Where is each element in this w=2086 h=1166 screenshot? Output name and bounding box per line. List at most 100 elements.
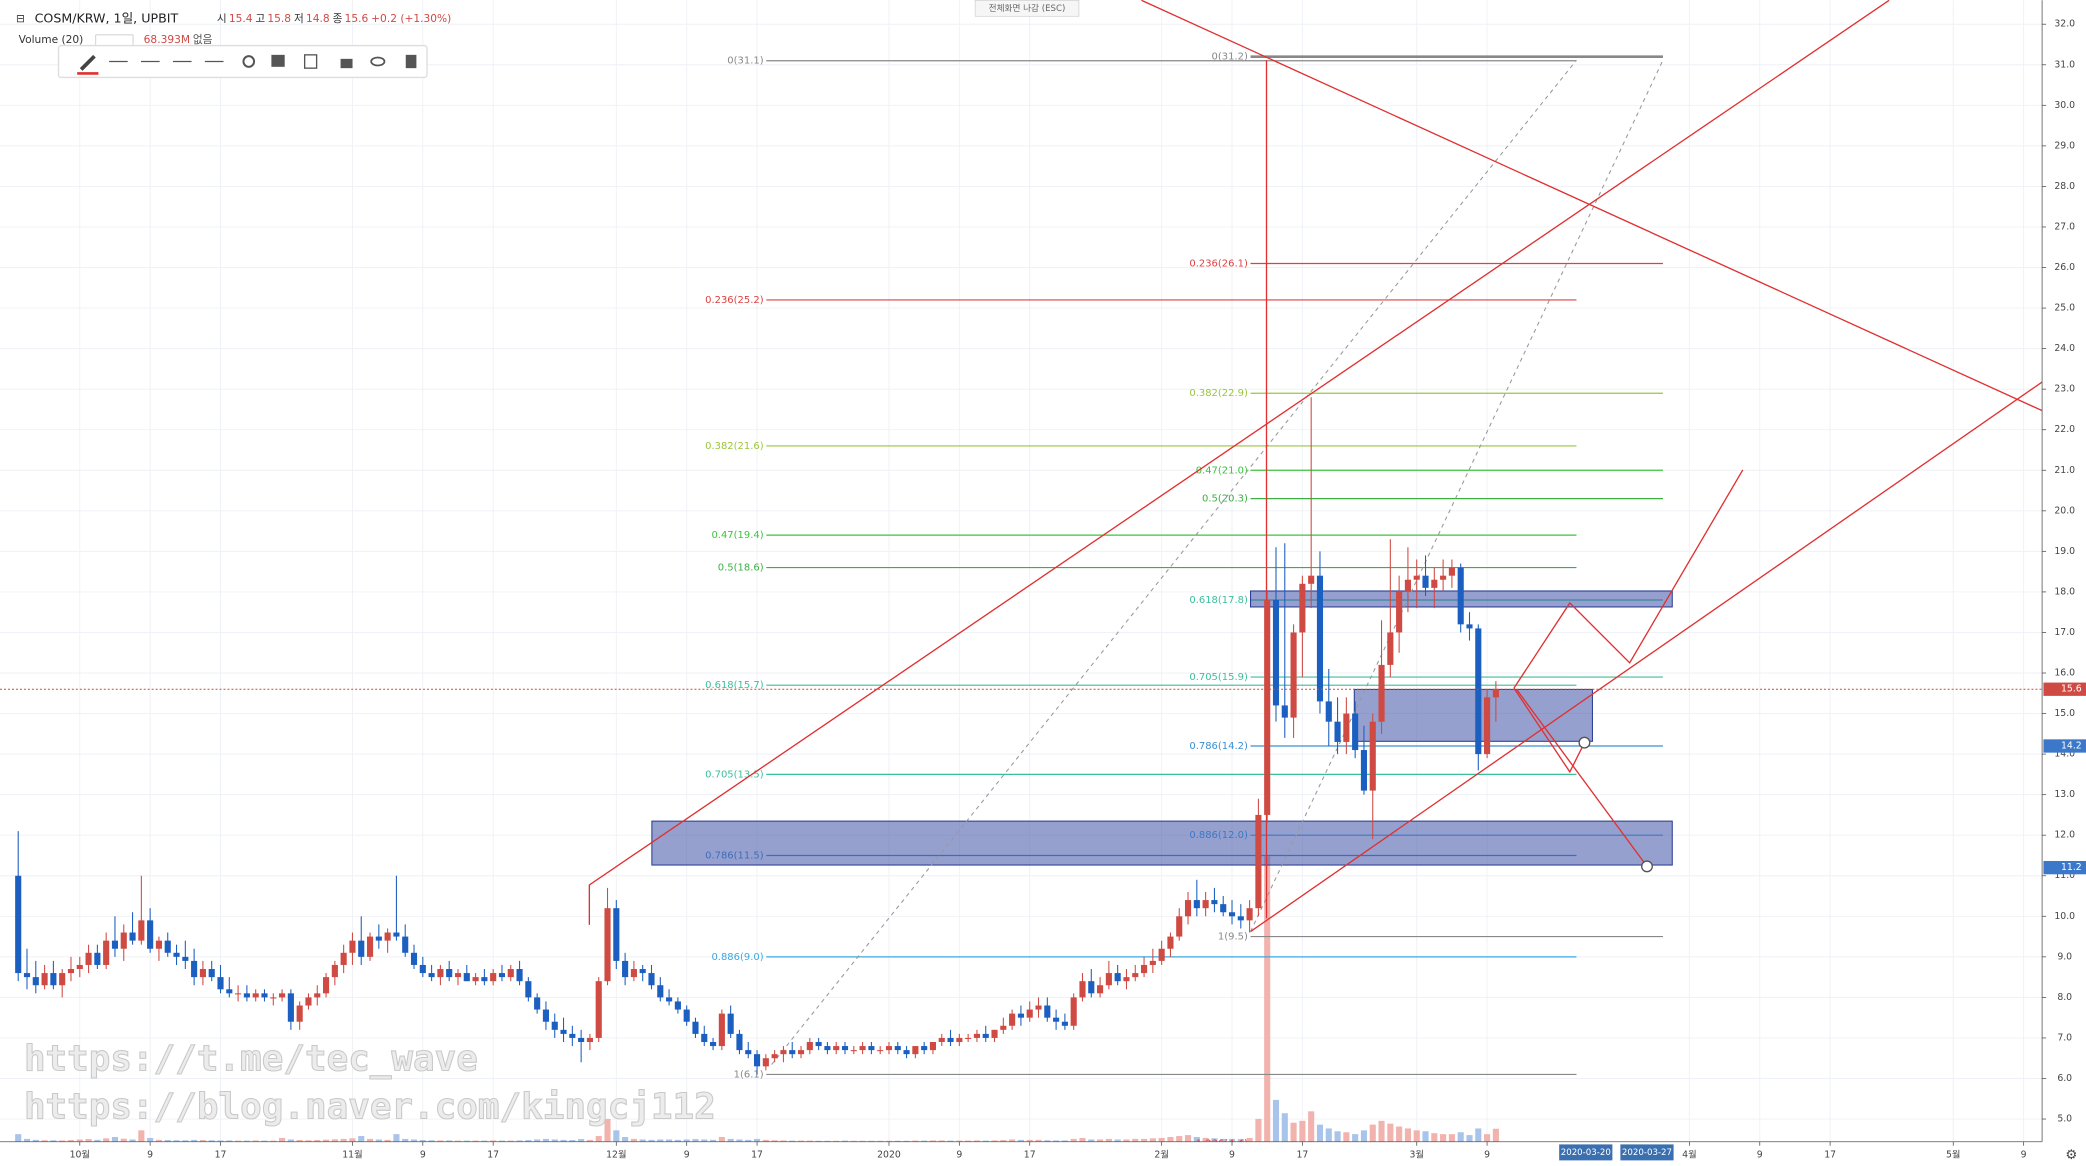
- y-tick-label: 7.0: [2057, 1032, 2072, 1043]
- volume-bar: [1079, 1137, 1086, 1142]
- volume-bar: [296, 1140, 303, 1142]
- volume-bar: [1369, 1124, 1376, 1142]
- candle-body: [1440, 575, 1447, 580]
- visibility-icon[interactable]: [370, 56, 386, 67]
- candle-body: [191, 960, 198, 978]
- collapse-icon[interactable]: ⊟: [16, 12, 25, 25]
- volume-bar: [912, 1140, 919, 1142]
- volume-bar: [358, 1136, 365, 1142]
- drawings: [588, 0, 2056, 1065]
- candle-body: [780, 1050, 787, 1055]
- volume-bar: [1290, 1122, 1297, 1142]
- volume-bar: [1404, 1128, 1411, 1142]
- volume-bar: [1246, 1137, 1253, 1142]
- candle-body: [833, 1046, 840, 1051]
- fib-label: 1(9.5): [1218, 932, 1248, 943]
- x-tick-label: 17: [1024, 1150, 1036, 1161]
- volume-bar: [1352, 1134, 1359, 1142]
- volume-bar: [1255, 1118, 1262, 1142]
- candle-body: [1193, 900, 1200, 909]
- candle-body: [1308, 575, 1315, 584]
- candle-body: [507, 969, 514, 978]
- pen-icon[interactable]: [79, 54, 96, 71]
- volume-bar: [120, 1138, 127, 1142]
- fullscreen-text[interactable]: 전체화면 나감 (ESC): [989, 2, 1066, 14]
- clone-icon[interactable]: [303, 54, 318, 69]
- volume-bar: [613, 1130, 620, 1142]
- candle-body: [1360, 750, 1368, 791]
- volume-bar: [261, 1140, 268, 1142]
- candle-body: [1017, 1013, 1024, 1018]
- candle-body: [270, 997, 277, 999]
- volume-bar: [1457, 1132, 1464, 1142]
- candle-body: [1422, 575, 1429, 588]
- volume-bar: [111, 1136, 119, 1142]
- y-tick-label: 18.0: [2054, 586, 2075, 597]
- candle-body: [226, 989, 233, 994]
- ohlc-legend: 시 15.4 고 15.8 저 14.8 종 15.6 +0.2 (+1.30%): [217, 12, 451, 25]
- y-tick-label: 31.0: [2054, 59, 2075, 70]
- volume-bar: [701, 1139, 708, 1142]
- volume-label[interactable]: Volume (20): [19, 33, 84, 46]
- volume-bar: [1360, 1130, 1368, 1142]
- candle-body: [1316, 575, 1324, 702]
- settings-icon[interactable]: [242, 55, 256, 68]
- settings-gear[interactable]: ⚙: [2065, 1148, 2077, 1163]
- candle-body: [1369, 721, 1376, 791]
- candle-body: [76, 964, 83, 970]
- volume-bar: [1343, 1132, 1350, 1142]
- y-tick-label: 11.0: [2054, 870, 2075, 881]
- volume-bar: [1220, 1138, 1227, 1142]
- volume-bar: [780, 1140, 787, 1142]
- candle-body: [903, 1050, 910, 1055]
- candle-body: [279, 993, 286, 998]
- candle-body: [1079, 981, 1086, 998]
- candle-body: [1035, 1005, 1042, 1010]
- time-axis-bg: [0, 1141, 2086, 1166]
- candle-body: [1184, 900, 1192, 917]
- fullscreen-button[interactable]: [974, 0, 1080, 17]
- volume-bar: [1123, 1139, 1130, 1142]
- candle-body: [991, 1029, 998, 1038]
- y-tick-label: 16.0: [2054, 668, 2075, 679]
- x-tick-label: 2월: [1154, 1149, 1168, 1161]
- y-tick-label: 19.0: [2054, 546, 2075, 557]
- lock-icon[interactable]: [340, 58, 353, 69]
- candle-body: [1334, 721, 1341, 742]
- volume-bar: [1132, 1138, 1139, 1142]
- x-tick-label: 9: [956, 1150, 962, 1161]
- volume-bar: [604, 1118, 611, 1142]
- candles: [0, 397, 2043, 1075]
- candle-body: [551, 1021, 558, 1030]
- y-tick-label: 13.0: [2054, 789, 2075, 800]
- candle-body: [929, 1042, 937, 1051]
- candle-body: [331, 964, 338, 978]
- volume-bar: [340, 1138, 347, 1142]
- y-tick-label: 10.0: [2054, 911, 2075, 922]
- ohlc-value: 14.8: [306, 12, 330, 25]
- x-tick-label: 9: [1229, 1150, 1235, 1161]
- candle-body: [1299, 583, 1306, 633]
- y-tick-label: 21.0: [2054, 465, 2075, 476]
- candle-body: [446, 969, 453, 978]
- volume-bar: [956, 1140, 963, 1142]
- volume-bar: [1176, 1136, 1183, 1142]
- volume-bar: [1387, 1123, 1394, 1142]
- volume-bar: [516, 1140, 523, 1142]
- candle-body: [1413, 575, 1420, 580]
- volume-bar: [727, 1138, 734, 1142]
- delete-icon[interactable]: [405, 54, 417, 69]
- candle-body: [613, 908, 620, 961]
- volume-bar: [991, 1140, 998, 1142]
- x-tick-label: 17: [751, 1150, 763, 1161]
- candle-body: [762, 1058, 769, 1067]
- candle-body: [727, 1013, 734, 1034]
- template-icon[interactable]: [271, 54, 285, 67]
- symbol[interactable]: COSM/KRW, 1일, UPBIT: [35, 10, 179, 25]
- volume-bar: [1202, 1137, 1209, 1142]
- candle-body: [1167, 936, 1174, 949]
- candle-body: [648, 973, 655, 986]
- candle-body: [1149, 960, 1156, 965]
- candle-body: [314, 993, 321, 998]
